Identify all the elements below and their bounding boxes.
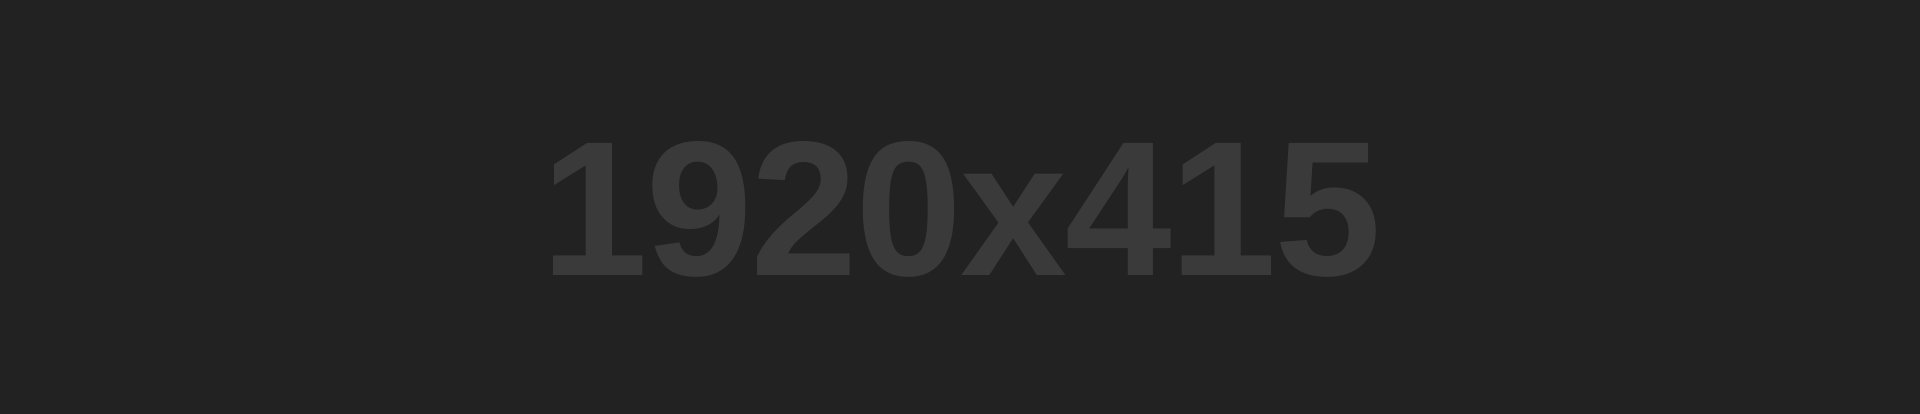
dimension-label: 1920x415 <box>540 101 1381 316</box>
